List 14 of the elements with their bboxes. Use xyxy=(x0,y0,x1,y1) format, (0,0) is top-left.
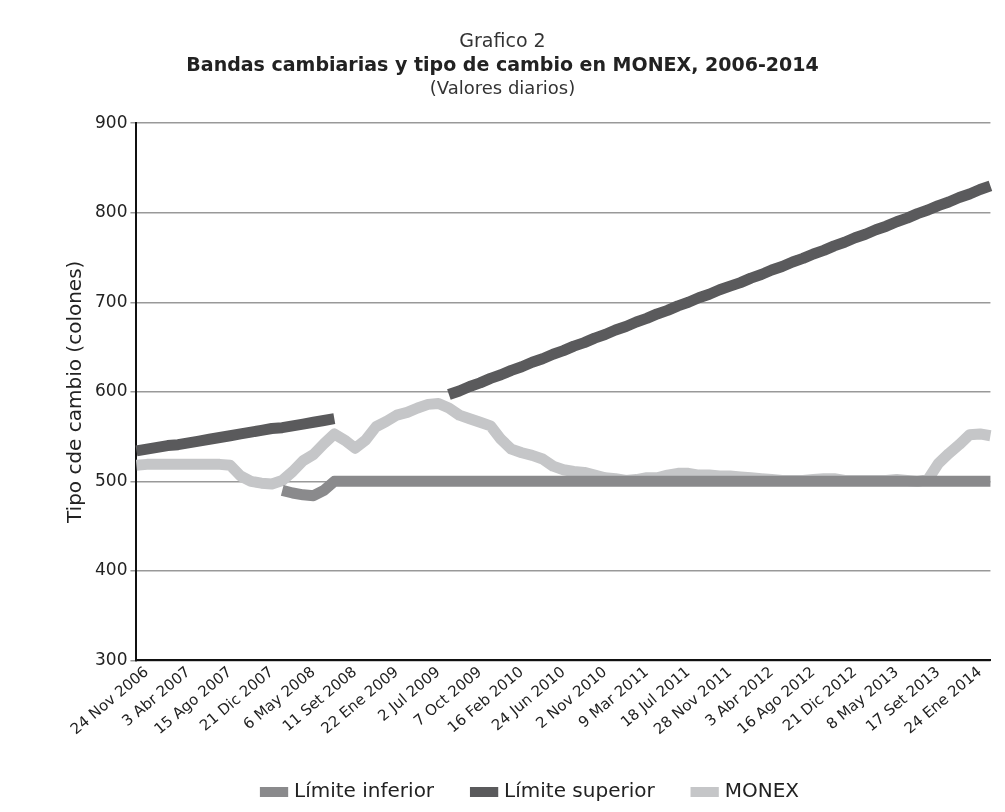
text: (Valores diarios) xyxy=(428,76,577,100)
y-tick-label: 800 xyxy=(94,201,128,222)
y-tick-label: 600 xyxy=(94,380,128,401)
y-tick-label: 300 xyxy=(94,648,128,669)
y-axis-title: Tipo cde cambio (colones) xyxy=(62,260,87,525)
legend-label: MONEX xyxy=(724,778,800,803)
legend-label: Límite superior xyxy=(504,778,656,803)
y-tick-label: 700 xyxy=(94,290,128,311)
y-tick-label: 500 xyxy=(94,469,128,490)
y-tick-label: 900 xyxy=(94,111,128,132)
legend-label: Límite inferior xyxy=(294,778,435,803)
chart-title: Grafico 2 xyxy=(458,28,547,52)
y-tick-label: 400 xyxy=(94,559,128,580)
chart-subtitle: Bandas cambiarias y tipo de cambio en MONEX, 2006-2014 xyxy=(185,52,820,76)
